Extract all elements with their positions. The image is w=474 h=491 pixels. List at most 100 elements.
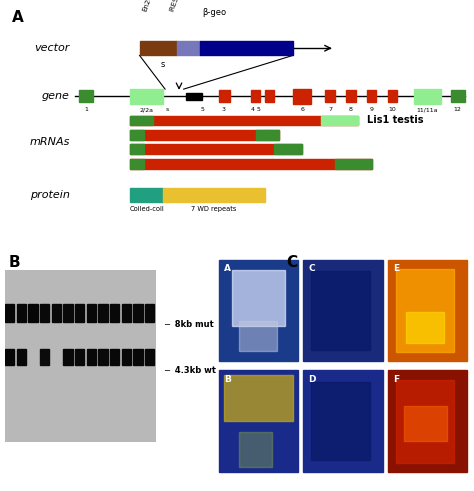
Text: B: B xyxy=(9,255,20,270)
Bar xyxy=(239,321,277,351)
Bar xyxy=(311,271,370,350)
Bar xyxy=(388,90,397,102)
Text: 4 5: 4 5 xyxy=(251,107,261,112)
Bar xyxy=(121,304,131,322)
Bar xyxy=(186,93,202,100)
Text: 11/11a: 11/11a xyxy=(417,107,438,112)
Text: 2/2a: 2/2a xyxy=(139,107,154,112)
Bar xyxy=(52,304,61,322)
Bar xyxy=(388,260,467,361)
Text: C: C xyxy=(286,255,297,270)
Text: ─  4.3kb wt: ─ 4.3kb wt xyxy=(164,366,216,375)
Bar xyxy=(17,349,26,364)
Bar xyxy=(231,270,285,326)
Bar xyxy=(130,89,163,104)
Bar xyxy=(265,90,274,102)
Text: gene: gene xyxy=(42,91,70,101)
Bar xyxy=(17,304,26,322)
Text: IRES: IRES xyxy=(169,0,180,12)
Bar xyxy=(251,90,260,102)
Bar xyxy=(414,89,441,104)
Bar xyxy=(388,370,467,472)
Bar xyxy=(219,90,230,102)
Text: 10: 10 xyxy=(389,107,397,112)
Text: vector: vector xyxy=(35,43,70,53)
Bar xyxy=(367,90,376,102)
Bar xyxy=(98,304,108,322)
Bar xyxy=(255,130,279,139)
Bar xyxy=(130,159,372,168)
Bar xyxy=(130,115,154,125)
Bar xyxy=(130,188,163,202)
Bar xyxy=(311,382,370,461)
Text: 8: 8 xyxy=(349,107,353,112)
Text: 12: 12 xyxy=(454,107,462,112)
Bar xyxy=(145,304,155,322)
Bar xyxy=(335,159,372,168)
Bar xyxy=(303,370,383,472)
Text: Coiled-coil: Coiled-coil xyxy=(129,206,164,212)
Text: Lis1 testis: Lis1 testis xyxy=(367,115,424,125)
Bar xyxy=(406,312,444,343)
Bar xyxy=(130,144,144,154)
Text: 9: 9 xyxy=(370,107,374,112)
Bar xyxy=(28,304,38,322)
Bar xyxy=(303,260,383,361)
Bar xyxy=(63,349,73,364)
Bar xyxy=(40,304,49,322)
Bar xyxy=(239,432,272,467)
Bar xyxy=(145,349,155,364)
Bar xyxy=(75,304,84,322)
Text: E: E xyxy=(393,264,399,273)
Bar xyxy=(325,90,335,102)
Bar xyxy=(133,349,143,364)
Bar xyxy=(163,188,265,202)
Bar xyxy=(403,406,447,441)
Text: 1: 1 xyxy=(84,107,88,112)
Bar xyxy=(139,41,177,55)
Text: 3: 3 xyxy=(221,107,225,112)
Text: D: D xyxy=(309,375,316,384)
Bar xyxy=(40,349,49,364)
Bar xyxy=(121,349,131,364)
Bar xyxy=(5,304,14,322)
Text: 5: 5 xyxy=(201,107,204,112)
Text: C: C xyxy=(309,264,315,273)
Text: s: s xyxy=(166,107,169,112)
Bar xyxy=(224,376,293,421)
Bar xyxy=(79,90,93,102)
Text: A: A xyxy=(224,264,231,273)
Bar xyxy=(396,380,455,463)
Text: 7: 7 xyxy=(328,107,332,112)
Bar xyxy=(130,144,302,154)
Bar xyxy=(75,349,84,364)
Bar xyxy=(346,90,356,102)
Bar xyxy=(110,304,119,322)
Bar xyxy=(87,349,96,364)
Text: 6: 6 xyxy=(300,107,304,112)
Text: β-geo: β-geo xyxy=(202,8,226,17)
Bar xyxy=(130,130,279,139)
Text: B: B xyxy=(224,375,231,384)
Bar xyxy=(130,115,358,125)
Bar xyxy=(98,349,108,364)
Bar xyxy=(63,304,73,322)
Text: ─  8kb mut: ─ 8kb mut xyxy=(164,320,213,329)
Bar xyxy=(133,304,143,322)
Bar xyxy=(130,130,144,139)
Bar xyxy=(274,144,302,154)
Bar xyxy=(396,269,455,352)
Text: mRNAs: mRNAs xyxy=(29,137,70,147)
Text: A: A xyxy=(12,10,24,25)
Bar xyxy=(87,304,96,322)
Text: F: F xyxy=(393,375,399,384)
Bar xyxy=(321,115,358,125)
Bar xyxy=(200,41,293,55)
Bar xyxy=(219,260,298,361)
Bar xyxy=(177,41,200,55)
Bar xyxy=(110,349,119,364)
Text: s: s xyxy=(161,60,165,69)
Bar xyxy=(451,90,465,102)
Bar xyxy=(130,159,144,168)
Text: En2-int: En2-int xyxy=(142,0,156,12)
